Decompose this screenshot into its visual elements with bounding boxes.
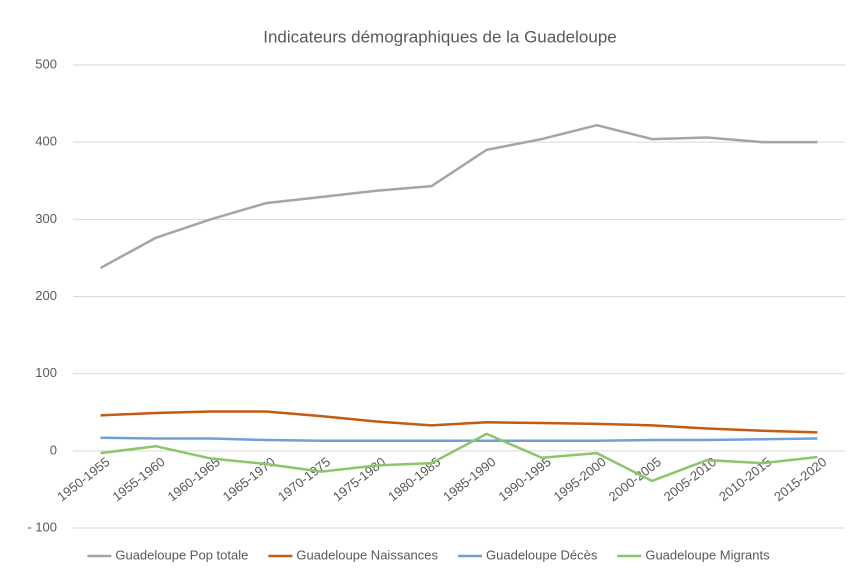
legend-label: Guadeloupe Pop totale xyxy=(115,547,248,562)
line-series xyxy=(99,123,818,270)
legend-label: Guadeloupe Migrants xyxy=(645,547,770,562)
y-tick-label: 300 xyxy=(35,211,57,226)
y-tick-label: - 100 xyxy=(27,519,57,534)
y-tick-label: 500 xyxy=(35,56,57,71)
legend-label: Guadeloupe Décès xyxy=(486,547,598,562)
legend-label: Guadeloupe Naissances xyxy=(296,547,438,562)
line-series xyxy=(100,432,818,483)
line-series xyxy=(100,436,818,443)
chart-title: Indicateurs démographiques de la Guadelo… xyxy=(263,27,616,46)
y-tick-label: 200 xyxy=(35,288,57,303)
y-tick-label: 0 xyxy=(50,442,57,457)
y-tick-label: 400 xyxy=(35,134,57,149)
y-tick-label: 100 xyxy=(35,365,57,380)
line-series xyxy=(100,410,818,434)
